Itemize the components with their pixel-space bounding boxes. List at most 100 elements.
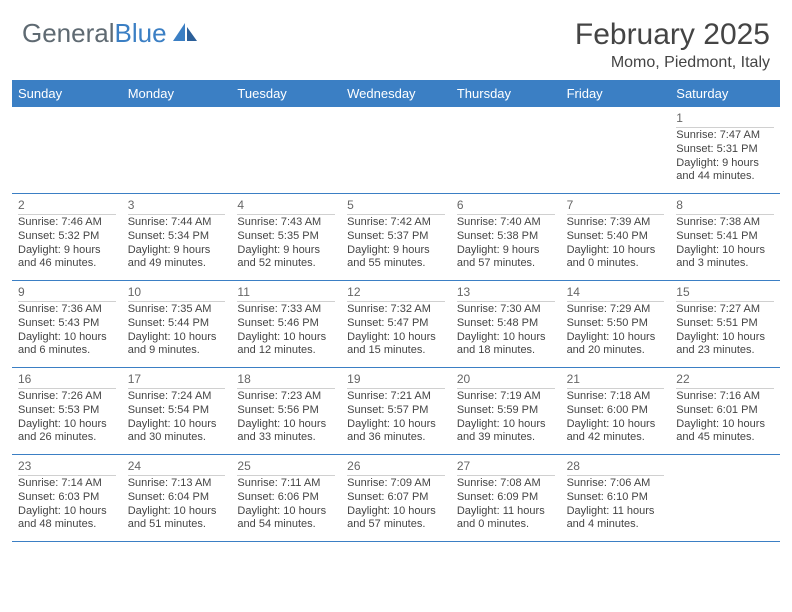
sunrise-line: Sunrise: 7:33 AM [237,303,335,317]
sunset-line: Sunset: 5:38 PM [457,230,555,244]
sunset-line: Sunset: 5:51 PM [676,317,774,331]
sunset-line: Sunset: 5:59 PM [457,404,555,418]
day-number: 7 [567,198,665,215]
sunset-line: Sunset: 5:57 PM [347,404,445,418]
day-number: 12 [347,285,445,302]
daylight-line-1: Daylight: 10 hours [457,331,555,345]
daylight-line-2: and 0 minutes. [567,257,665,271]
sunset-line: Sunset: 6:07 PM [347,491,445,505]
sunset-line: Sunset: 6:10 PM [567,491,665,505]
sunrise-line: Sunrise: 7:24 AM [128,390,226,404]
sunset-line: Sunset: 6:00 PM [567,404,665,418]
daylight-line-1: Daylight: 10 hours [676,244,774,258]
sunrise-line: Sunrise: 7:09 AM [347,477,445,491]
day-cell: 21Sunrise: 7:18 AMSunset: 6:00 PMDayligh… [561,368,671,454]
day-number: 16 [18,372,116,389]
sunrise-line: Sunrise: 7:13 AM [128,477,226,491]
day-cell: 11Sunrise: 7:33 AMSunset: 5:46 PMDayligh… [231,281,341,367]
day-cell: 20Sunrise: 7:19 AMSunset: 5:59 PMDayligh… [451,368,561,454]
day-cell: 17Sunrise: 7:24 AMSunset: 5:54 PMDayligh… [122,368,232,454]
day-number: 5 [347,198,445,215]
daylight-line-2: and 0 minutes. [457,518,555,532]
day-number: 9 [18,285,116,302]
sunset-line: Sunset: 6:03 PM [18,491,116,505]
day-cell: 6Sunrise: 7:40 AMSunset: 5:38 PMDaylight… [451,194,561,280]
sunset-line: Sunset: 5:40 PM [567,230,665,244]
day-number: 20 [457,372,555,389]
sunset-line: Sunset: 5:46 PM [237,317,335,331]
sunset-line: Sunset: 5:47 PM [347,317,445,331]
empty-cell [670,455,780,541]
daylight-line-2: and 48 minutes. [18,518,116,532]
day-cell: 25Sunrise: 7:11 AMSunset: 6:06 PMDayligh… [231,455,341,541]
sunrise-line: Sunrise: 7:11 AM [237,477,335,491]
day-cell: 4Sunrise: 7:43 AMSunset: 5:35 PMDaylight… [231,194,341,280]
day-cell: 16Sunrise: 7:26 AMSunset: 5:53 PMDayligh… [12,368,122,454]
daylight-line-1: Daylight: 9 hours [128,244,226,258]
day-cell: 18Sunrise: 7:23 AMSunset: 5:56 PMDayligh… [231,368,341,454]
weekday-tue: Tuesday [231,80,341,107]
day-number: 2 [18,198,116,215]
location: Momo, Piedmont, Italy [575,54,770,72]
sunrise-line: Sunrise: 7:14 AM [18,477,116,491]
sunset-line: Sunset: 6:04 PM [128,491,226,505]
sunrise-line: Sunrise: 7:27 AM [676,303,774,317]
day-number: 15 [676,285,774,302]
daylight-line-2: and 52 minutes. [237,257,335,271]
day-number: 4 [237,198,335,215]
daylight-line-2: and 42 minutes. [567,431,665,445]
month-title: February 2025 [575,18,770,52]
day-number: 21 [567,372,665,389]
empty-cell [451,107,561,193]
daylight-line-2: and 54 minutes. [237,518,335,532]
brand-part2: Blue [115,18,167,49]
day-number: 6 [457,198,555,215]
sunset-line: Sunset: 5:37 PM [347,230,445,244]
daylight-line-1: Daylight: 10 hours [18,418,116,432]
sunrise-line: Sunrise: 7:39 AM [567,216,665,230]
day-number: 3 [128,198,226,215]
sunset-line: Sunset: 6:09 PM [457,491,555,505]
week-row: 9Sunrise: 7:36 AMSunset: 5:43 PMDaylight… [12,281,780,368]
day-cell: 19Sunrise: 7:21 AMSunset: 5:57 PMDayligh… [341,368,451,454]
sunset-line: Sunset: 5:44 PM [128,317,226,331]
daylight-line-1: Daylight: 10 hours [347,331,445,345]
daylight-line-1: Daylight: 10 hours [128,331,226,345]
daylight-line-1: Daylight: 9 hours [457,244,555,258]
daylight-line-2: and 26 minutes. [18,431,116,445]
week-row: 16Sunrise: 7:26 AMSunset: 5:53 PMDayligh… [12,368,780,455]
sunset-line: Sunset: 5:54 PM [128,404,226,418]
daylight-line-2: and 3 minutes. [676,257,774,271]
sunrise-line: Sunrise: 7:40 AM [457,216,555,230]
sunrise-line: Sunrise: 7:26 AM [18,390,116,404]
sunrise-line: Sunrise: 7:18 AM [567,390,665,404]
day-cell: 9Sunrise: 7:36 AMSunset: 5:43 PMDaylight… [12,281,122,367]
daylight-line-2: and 4 minutes. [567,518,665,532]
sunrise-line: Sunrise: 7:36 AM [18,303,116,317]
sunset-line: Sunset: 5:32 PM [18,230,116,244]
sunrise-line: Sunrise: 7:21 AM [347,390,445,404]
daylight-line-1: Daylight: 10 hours [676,331,774,345]
sunrise-line: Sunrise: 7:47 AM [676,129,774,143]
daylight-line-1: Daylight: 10 hours [457,418,555,432]
day-number: 1 [676,111,774,128]
daylight-line-2: and 18 minutes. [457,344,555,358]
day-cell: 7Sunrise: 7:39 AMSunset: 5:40 PMDaylight… [561,194,671,280]
sunset-line: Sunset: 5:43 PM [18,317,116,331]
day-cell: 13Sunrise: 7:30 AMSunset: 5:48 PMDayligh… [451,281,561,367]
daylight-line-2: and 15 minutes. [347,344,445,358]
daylight-line-2: and 12 minutes. [237,344,335,358]
daylight-line-2: and 23 minutes. [676,344,774,358]
sunrise-line: Sunrise: 7:46 AM [18,216,116,230]
brand-part1: General [22,18,115,49]
empty-cell [341,107,451,193]
daylight-line-1: Daylight: 10 hours [18,331,116,345]
sunrise-line: Sunrise: 7:29 AM [567,303,665,317]
day-number: 22 [676,372,774,389]
sunset-line: Sunset: 6:01 PM [676,404,774,418]
day-cell: 24Sunrise: 7:13 AMSunset: 6:04 PMDayligh… [122,455,232,541]
daylight-line-1: Daylight: 10 hours [567,418,665,432]
daylight-line-1: Daylight: 10 hours [347,505,445,519]
sunrise-line: Sunrise: 7:16 AM [676,390,774,404]
daylight-line-2: and 30 minutes. [128,431,226,445]
